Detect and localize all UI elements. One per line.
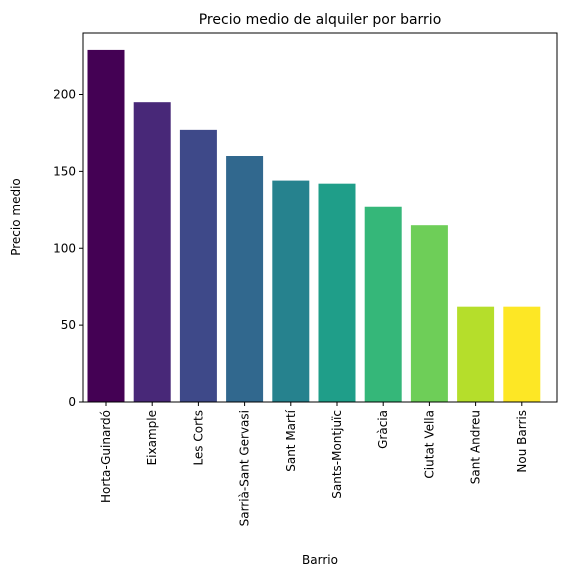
y-axis-label: Precio medio bbox=[9, 178, 23, 256]
y-tick-label-1: 50 bbox=[61, 318, 76, 332]
y-tick-label-0: 0 bbox=[68, 395, 76, 409]
bars-group bbox=[87, 49, 541, 403]
x-tick-label-4: Sant Martí bbox=[284, 409, 298, 471]
y-axis: 0 50 100 150 200 bbox=[53, 88, 83, 409]
bar-2 bbox=[179, 129, 217, 403]
x-tick-label-2: Les Corts bbox=[191, 410, 205, 466]
chart-title: Precio medio de alquiler por barrio bbox=[199, 12, 442, 28]
bar-0 bbox=[87, 49, 125, 402]
plot-area-frame bbox=[82, 32, 558, 403]
x-tick-label-3: Sarrià-Sant Gervasi bbox=[238, 410, 252, 526]
bar-3 bbox=[226, 156, 264, 402]
x-tick-label-1: Eixample bbox=[145, 410, 159, 465]
bar-5 bbox=[318, 183, 356, 402]
x-tick-label-9: Nou Barris bbox=[515, 410, 529, 473]
x-tick-label-8: Sant Andreu bbox=[469, 410, 483, 484]
bar-1 bbox=[133, 102, 171, 402]
y-tick-label-2: 100 bbox=[53, 241, 76, 255]
y-tick-label-3: 150 bbox=[53, 164, 76, 178]
bar-4 bbox=[272, 180, 310, 402]
x-tick-label-6: Gràcia bbox=[376, 410, 390, 449]
bar-7 bbox=[410, 225, 448, 402]
bar-9 bbox=[503, 306, 541, 402]
bar-8 bbox=[457, 306, 495, 402]
bar-6 bbox=[364, 206, 402, 402]
x-tick-label-0: Horta-Guinardó bbox=[99, 410, 113, 503]
x-axis-label: Barrio bbox=[302, 553, 338, 567]
x-axis: Horta-Guinardó Eixample Les Corts Sarrià-Sa… bbox=[99, 402, 529, 526]
y-tick-label-4: 200 bbox=[53, 88, 76, 102]
x-tick-label-5: Sants-Montjuïc bbox=[330, 410, 344, 499]
x-tick-label-7: Ciutat Vella bbox=[422, 410, 436, 479]
